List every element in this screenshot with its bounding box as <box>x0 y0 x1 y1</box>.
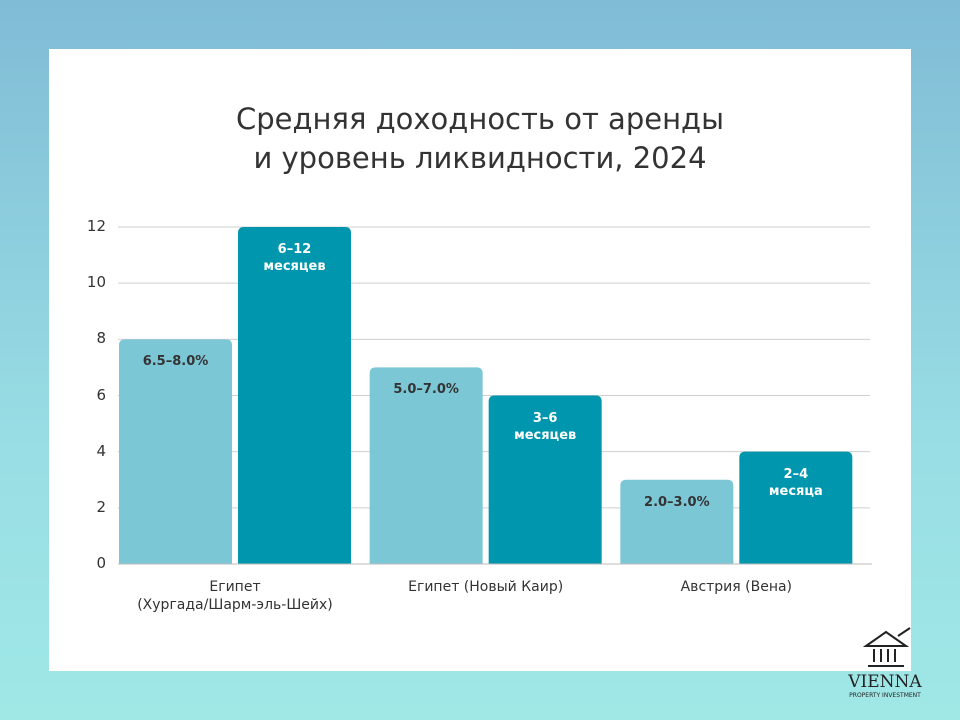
y-tick-label: 12 <box>86 217 106 235</box>
x-tick-label: Египет (Хургада/Шарм-эль-Шейх) <box>137 579 333 613</box>
value-label: 3–6 месяцев <box>514 410 577 443</box>
value-label: 2.0–3.0% <box>644 494 710 510</box>
x-tick-label: Австрия (Вена) <box>680 579 793 595</box>
y-tick-label: 0 <box>96 554 106 572</box>
x-tick-label: Египет (Новый Каир) <box>408 579 564 595</box>
logo-name: VIENNA <box>848 672 922 692</box>
y-tick-label: 8 <box>96 329 106 348</box>
y-tick-label: 2 <box>96 497 106 516</box>
value-label: 6–12 месяцев <box>263 242 326 274</box>
bar <box>369 367 483 564</box>
value-label: 6.5–8.0% <box>142 354 209 370</box>
value-label: 2–4 месяца <box>768 466 823 499</box>
chart-title: Средняя доходность от аренды и уровень л… <box>235 102 724 175</box>
logo-tagline: PROPERTY INVESTMENT <box>849 692 921 699</box>
bar <box>119 339 232 564</box>
y-tick-label: 6 <box>96 385 106 404</box>
logo-icon <box>862 627 911 667</box>
y-tick-label: 10 <box>86 273 106 292</box>
bar <box>238 227 351 564</box>
bar <box>488 395 602 564</box>
bar <box>739 451 853 564</box>
value-label: 5.0–7.0% <box>393 382 459 398</box>
y-tick-label: 4 <box>96 441 106 460</box>
bar <box>620 479 734 564</box>
